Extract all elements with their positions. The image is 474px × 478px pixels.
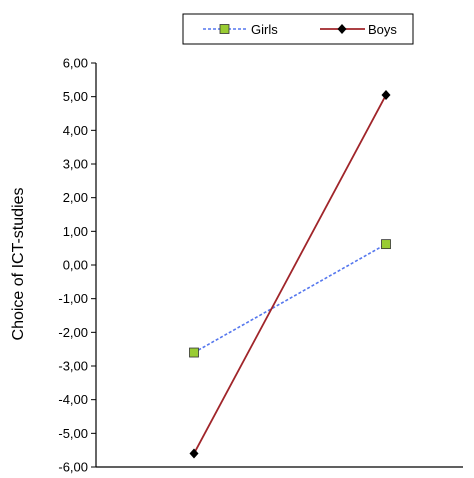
girls-point (189, 347, 199, 358)
legend: Girls Boys (182, 13, 414, 45)
y-tick-label: 6,00 (63, 56, 88, 71)
y-tick-label: -4,00 (58, 392, 88, 407)
legend-girls-label: Girls (251, 22, 278, 37)
y-tick-label: -1,00 (58, 291, 88, 306)
legend-girls-marker (219, 24, 230, 34)
y-tick-label: 5,00 (63, 89, 88, 104)
boys-point (381, 89, 391, 100)
y-tick-label: -3,00 (58, 359, 88, 374)
axes: 6,00 5,00 4,00 3,00 2,00 1,00 0,00 -1,00 -2,00 -3… (58, 56, 463, 475)
legend-boys-marker (337, 24, 347, 34)
y-tick-label: 1,00 (63, 224, 88, 239)
boys-series-line (193, 94, 387, 454)
legend-boys-label: Boys (368, 22, 397, 37)
y-tick-label: 4,00 (63, 123, 88, 138)
girls-series-line (193, 243, 387, 354)
y-axis-label: Choice of ICT-studies (10, 188, 27, 341)
y-tick-label: 2,00 (63, 190, 88, 205)
y-tick-label: -2,00 (58, 325, 88, 340)
y-tick-label: 3,00 (63, 157, 88, 172)
y-tick-label: -5,00 (58, 426, 88, 441)
y-tick-label: -6,00 (58, 460, 88, 475)
series-layer (189, 89, 391, 459)
y-tick-label: 0,00 (63, 258, 88, 273)
girls-point (381, 239, 391, 250)
boys-point (189, 448, 199, 459)
